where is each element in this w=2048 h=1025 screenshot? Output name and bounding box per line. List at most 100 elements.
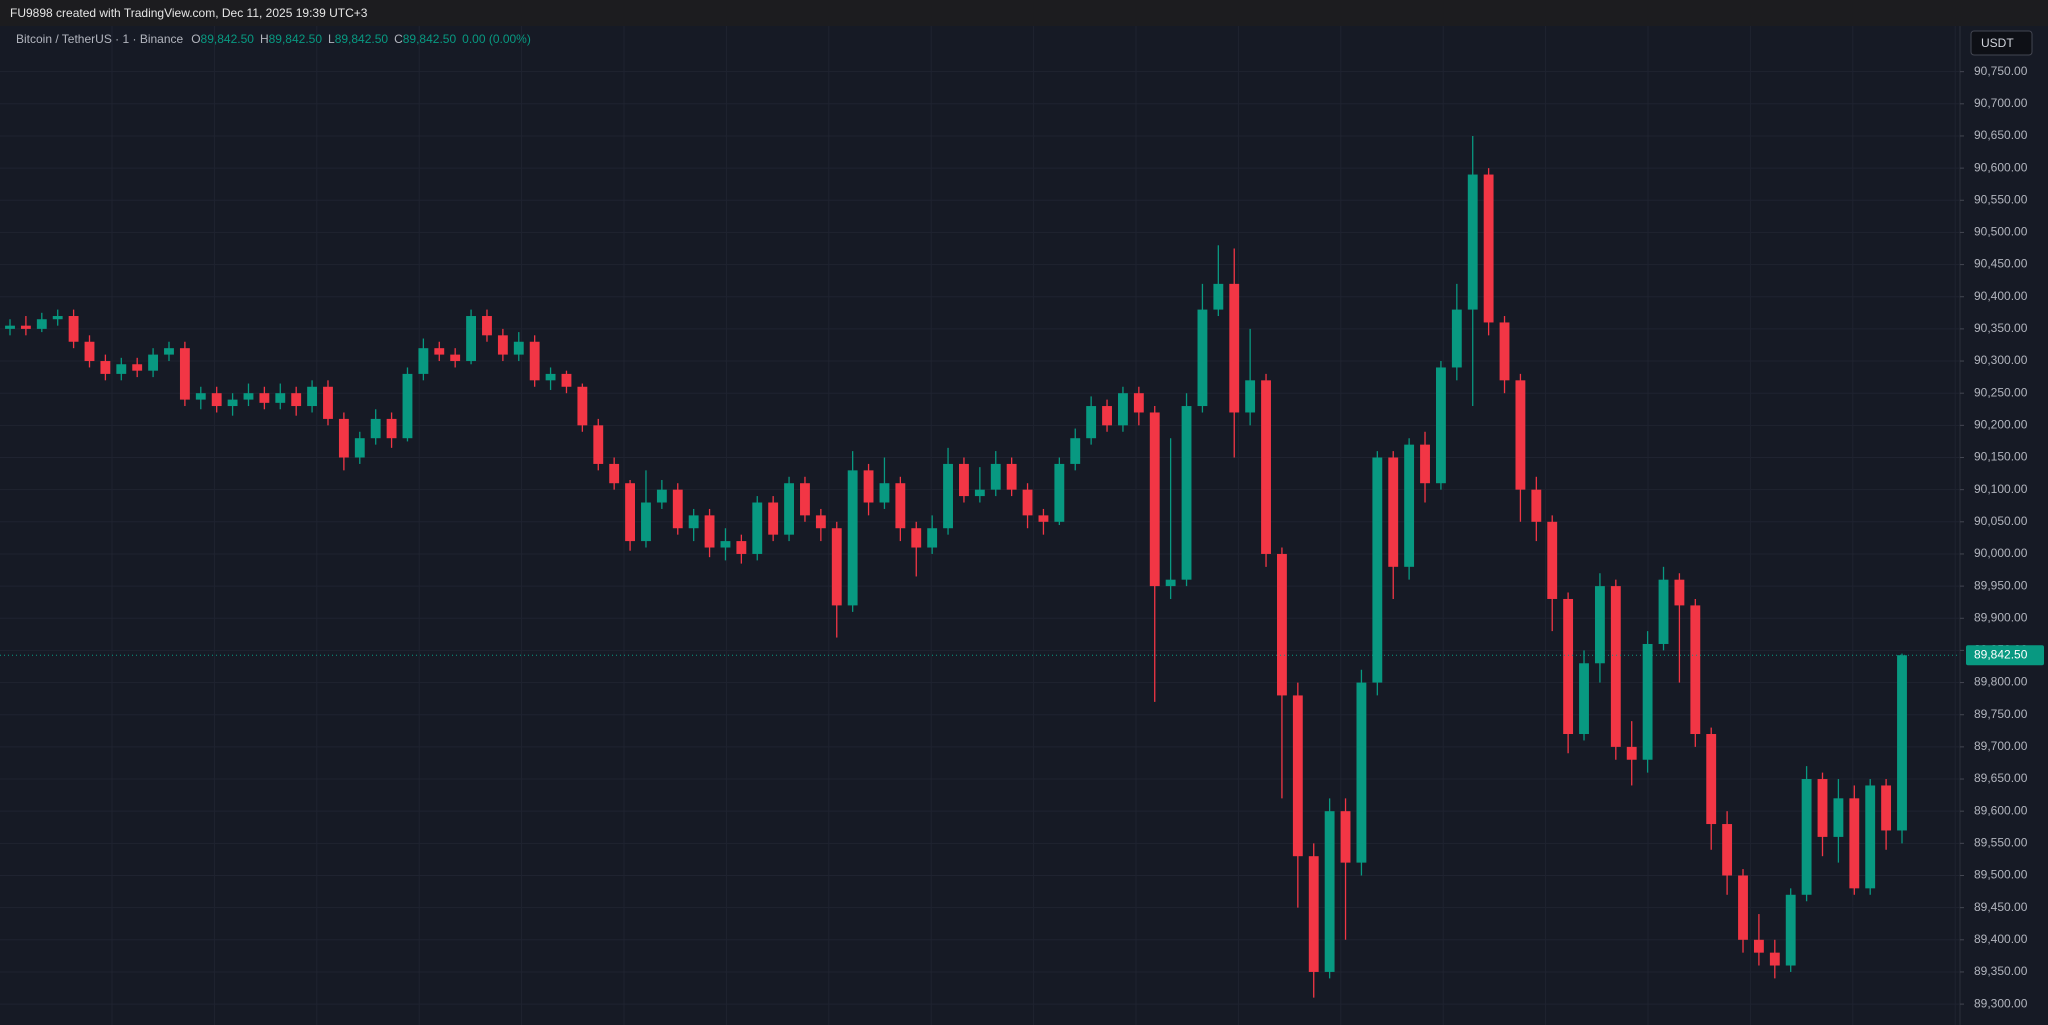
candle-body — [1833, 798, 1844, 837]
candle-body — [402, 373, 413, 439]
y-tick-label: 89,350.00 — [1974, 964, 2028, 978]
candle-body — [1690, 605, 1701, 735]
y-tick-label: 90,550.00 — [1974, 192, 2028, 206]
y-tick-label: 90,600.00 — [1974, 160, 2028, 174]
candle-body — [1292, 695, 1303, 857]
currency-button[interactable]: USDT — [1970, 30, 2033, 56]
currency-label[interactable]: USDT — [1981, 36, 2014, 50]
plot — [0, 135, 1960, 998]
candle-body — [625, 483, 635, 542]
candle-body — [1483, 174, 1494, 323]
candle-body — [895, 483, 906, 529]
candle-body — [132, 364, 143, 371]
candle-body — [545, 373, 556, 381]
legend-key: H — [260, 32, 269, 46]
candle-body — [450, 354, 461, 362]
candle-body — [1897, 655, 1907, 831]
candle-body — [1881, 785, 1892, 831]
candle-body — [482, 316, 492, 336]
candle-body — [259, 393, 270, 403]
candle-body — [36, 319, 47, 329]
candle-body — [1022, 489, 1033, 516]
candle-body — [1563, 598, 1574, 735]
y-tick-label: 89,750.00 — [1974, 707, 2028, 721]
candle-body — [1451, 309, 1462, 368]
candle-body — [815, 515, 826, 529]
legend-value: 89,842.50 — [403, 32, 457, 46]
candle-body — [354, 438, 365, 458]
y-tick-label: 90,350.00 — [1974, 321, 2028, 335]
candle-body — [672, 489, 683, 529]
candle-body — [227, 399, 238, 407]
candle-body — [1213, 283, 1224, 310]
candle-body — [148, 354, 159, 371]
candle-body — [641, 502, 651, 542]
candle-body — [1706, 734, 1717, 825]
candle-body — [1658, 579, 1669, 644]
candle-body — [211, 393, 222, 407]
candle-body — [291, 393, 302, 407]
candle-body — [370, 418, 381, 439]
candle-body — [736, 541, 747, 554]
candle-body — [688, 515, 699, 529]
candle-body — [418, 348, 429, 374]
legend-symbol: Bitcoin / TetherUS · 1 · Binance — [16, 32, 184, 46]
candle-body — [943, 463, 953, 529]
candle-body — [1102, 406, 1112, 426]
candle-body — [1626, 746, 1637, 760]
legend-key: O — [191, 32, 200, 46]
candle-body — [1515, 380, 1526, 490]
candle-body — [1738, 875, 1748, 940]
candle-body — [768, 502, 779, 535]
candle-body — [1769, 952, 1780, 966]
candle-body — [1722, 824, 1733, 876]
y-tick-label: 89,400.00 — [1974, 932, 2028, 946]
candle-body — [529, 341, 540, 381]
y-tick-label: 90,200.00 — [1974, 418, 2028, 432]
y-tick-label: 89,900.00 — [1974, 610, 2028, 624]
y-tick-label: 89,500.00 — [1974, 868, 2028, 882]
candle-body — [879, 483, 890, 503]
currency-button-box[interactable] — [1970, 30, 2033, 56]
candle-body — [990, 463, 1001, 490]
legend: Bitcoin / TetherUS · 1 · Binance O89,842.… — [16, 32, 531, 46]
candle-body — [1865, 785, 1876, 889]
header-bar — [0, 0, 2048, 26]
candle-body — [704, 515, 715, 548]
candle-body — [1070, 438, 1081, 464]
legend-key: C — [394, 32, 403, 46]
candle-body — [307, 386, 318, 407]
y-tick-label: 90,100.00 — [1974, 482, 2028, 496]
legend-value: 89,842.50 — [201, 32, 255, 46]
candle-body — [1006, 463, 1017, 490]
candle-body — [1372, 457, 1383, 683]
candle-body — [959, 463, 969, 497]
y-tick-label: 89,450.00 — [1974, 900, 2028, 914]
candle-body — [434, 348, 445, 355]
candle-body — [513, 341, 524, 355]
y-tick-label: 90,400.00 — [1974, 289, 2028, 303]
candle-body — [52, 316, 63, 320]
candle-body — [497, 335, 508, 355]
legend-key: L — [328, 32, 335, 46]
legend-change: 0.00 (0.00%) — [462, 32, 531, 46]
candle-body — [466, 316, 477, 362]
last-price-label: 89,842.50 — [1974, 647, 2028, 661]
candle-body — [1499, 322, 1510, 381]
candle-body — [1229, 283, 1240, 413]
candle-body — [1753, 939, 1764, 953]
legend-value: 89,842.50 — [335, 32, 389, 46]
candle-body — [1308, 856, 1319, 972]
candle-body — [927, 528, 938, 548]
y-tick-label: 90,300.00 — [1974, 353, 2028, 367]
y-tick-label: 90,250.00 — [1974, 385, 2028, 399]
candle-body — [1181, 406, 1192, 580]
candle-body — [1086, 406, 1097, 439]
candle-body — [974, 489, 985, 497]
candle-body — [20, 325, 31, 329]
y-tick-label: 90,750.00 — [1974, 64, 2028, 78]
candle-body — [1594, 586, 1605, 664]
candle-body — [1435, 367, 1446, 484]
